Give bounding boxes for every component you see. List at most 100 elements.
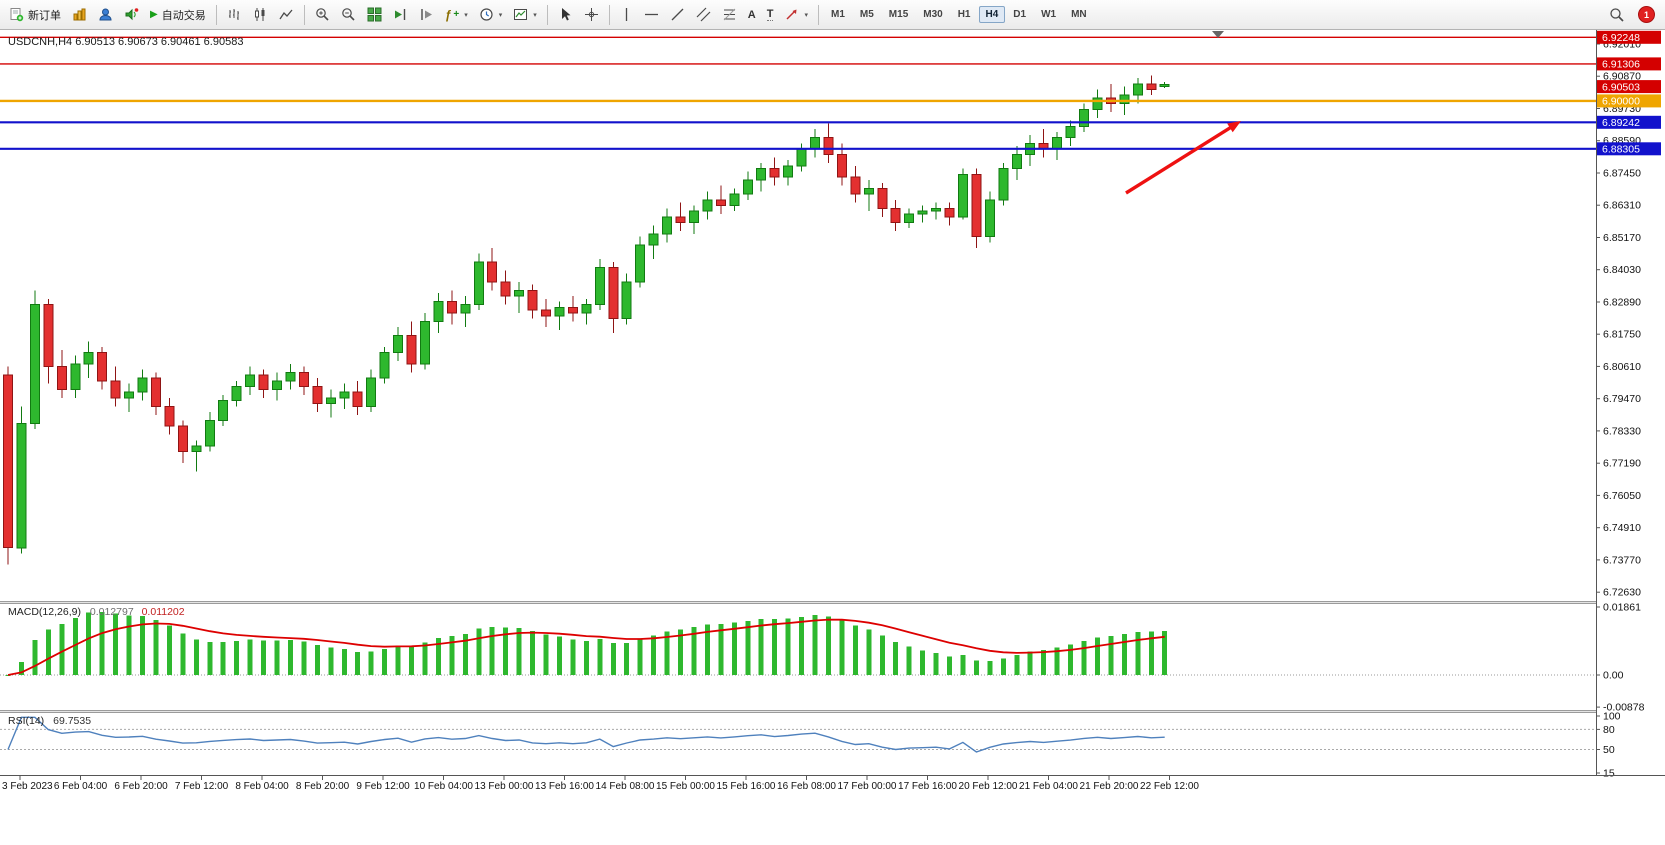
line-chart-button[interactable] — [274, 4, 299, 25]
svg-text:6.73770: 6.73770 — [1603, 554, 1641, 566]
market-icon — [73, 8, 86, 21]
dropdown-caret: ▾ — [464, 11, 468, 19]
timeframe-m30[interactable]: M30 — [923, 9, 943, 20]
candlestick-chart-button[interactable] — [248, 4, 273, 25]
trend-arrow-head — [1227, 121, 1241, 133]
chart-shift-marker[interactable] — [1212, 31, 1224, 38]
timeframe-d1[interactable]: D1 — [1013, 9, 1027, 20]
new-order-icon — [10, 8, 24, 22]
svg-text:6.89242: 6.89242 — [1602, 117, 1640, 129]
notification-badge[interactable]: 1 — [1638, 6, 1655, 23]
svg-text:6.88305: 6.88305 — [1602, 144, 1640, 156]
rsi-name: RSI(14) — [8, 715, 45, 727]
timeframe-m5[interactable]: M5 — [859, 9, 874, 20]
chart-title: USDCNH,H4 6.90513 6.90673 6.90461 6.9058… — [8, 36, 244, 48]
vertical-line-button[interactable] — [615, 4, 638, 25]
alerts-icon — [125, 8, 139, 21]
bar-chart-icon — [228, 9, 239, 20]
channel-button[interactable] — [691, 4, 716, 25]
community-button[interactable] — [93, 4, 118, 25]
new-order-label: 新订单 — [28, 9, 61, 22]
arrows-button[interactable]: ▾ — [779, 4, 813, 25]
chart-area[interactable]: 6.92010 6.90870 6.89730 6.88590 6.87450 6.863… — [0, 30, 1665, 845]
text-button[interactable]: A — [743, 6, 761, 24]
label-icon: T — [766, 8, 774, 21]
cursor-button[interactable] — [553, 4, 578, 25]
svg-text:6.80610: 6.80610 — [1603, 361, 1641, 373]
dropdown-caret: ▾ — [533, 11, 537, 19]
candlestick-series — [3, 75, 1170, 565]
chart-canvas[interactable]: 6.920106.908706.897306.885906.874506.863… — [0, 30, 1665, 845]
svg-text:6.76050: 6.76050 — [1603, 490, 1641, 502]
fibonacci-button[interactable] — [717, 4, 742, 25]
timeframe-m15[interactable]: M15 — [888, 9, 909, 20]
search-button[interactable] — [1604, 4, 1630, 26]
svg-text:9 Feb 12:00: 9 Feb 12:00 — [356, 781, 410, 792]
svg-text:22 Feb 12:00: 22 Feb 12:00 — [1140, 781, 1199, 792]
svg-text:8 Feb 20:00: 8 Feb 20:00 — [296, 781, 350, 792]
templates-button[interactable]: ▾ — [508, 4, 542, 25]
timeframe-w1[interactable]: W1 — [1041, 9, 1057, 20]
search-icon — [1610, 7, 1624, 22]
tile-windows-button[interactable] — [362, 4, 387, 25]
community-icon — [99, 8, 112, 21]
timeframe-h1[interactable]: H1 — [957, 9, 971, 20]
svg-text:6.90870: 6.90870 — [1603, 71, 1641, 83]
macd-signal-value: 0.011202 — [141, 606, 185, 618]
autotrading-play-icon: ▶ — [150, 9, 158, 20]
rsi-value: 69.7535 — [53, 715, 92, 727]
price-badge — [1597, 57, 1661, 71]
svg-text:0.00: 0.00 — [1603, 670, 1624, 682]
zoom-in-button[interactable] — [310, 4, 335, 25]
svg-text:15 Feb 00:00: 15 Feb 00:00 — [656, 781, 715, 792]
toolbar-separator — [546, 4, 548, 25]
svg-text:15: 15 — [1603, 768, 1615, 780]
zoom-out-button[interactable] — [336, 4, 361, 25]
rsi-label: RSI(14) 69.7535 — [8, 715, 91, 727]
market-button[interactable] — [67, 4, 92, 25]
svg-text:17 Feb 16:00: 17 Feb 16:00 — [898, 781, 957, 792]
timeframe-m1[interactable]: M1 — [830, 9, 845, 20]
indicators-button[interactable]: ƒ + ▾ — [444, 7, 468, 22]
svg-text:20 Feb 12:00: 20 Feb 12:00 — [959, 781, 1018, 792]
chart-shift-button[interactable] — [414, 4, 439, 25]
svg-text:6.78330: 6.78330 — [1603, 425, 1641, 437]
line-chart-icon — [279, 9, 293, 20]
svg-text:6.92248: 6.92248 — [1602, 32, 1640, 44]
dropdown-caret: ▾ — [498, 11, 503, 19]
svg-text:7 Feb 12:00: 7 Feb 12:00 — [175, 781, 229, 792]
crosshair-button[interactable] — [579, 4, 604, 25]
rsi-line — [7, 716, 1165, 753]
macd-histogram — [5, 611, 1168, 676]
arrow-tool-icon — [786, 9, 797, 20]
svg-text:8 Feb 04:00: 8 Feb 04:00 — [235, 781, 289, 792]
autotrading-button[interactable]: ▶ 自动交易 — [145, 4, 211, 26]
svg-text:6 Feb 20:00: 6 Feb 20:00 — [114, 781, 168, 792]
indicators-icon: ƒ — [444, 7, 452, 22]
label-button[interactable]: T — [762, 5, 779, 24]
trend-arrow[interactable] — [1125, 122, 1237, 195]
horizontal-line-button[interactable] — [639, 4, 664, 25]
svg-text:6.85170: 6.85170 — [1603, 232, 1641, 244]
timeframe-mn[interactable]: MN — [1071, 9, 1087, 20]
periods-button[interactable]: ▾ — [474, 4, 508, 25]
price-badge — [1597, 115, 1661, 129]
zoom-out-icon — [341, 8, 355, 21]
svg-text:16 Feb 08:00: 16 Feb 08:00 — [777, 781, 836, 792]
auto-scroll-button[interactable] — [388, 4, 413, 25]
alerts-button[interactable] — [119, 4, 144, 25]
trendline-button[interactable] — [665, 4, 690, 25]
svg-text:14 Feb 08:00: 14 Feb 08:00 — [596, 781, 655, 792]
macd-main-value: 0.012797 — [89, 606, 134, 618]
svg-text:6.74910: 6.74910 — [1603, 522, 1641, 534]
bar-chart-button[interactable] — [222, 4, 247, 25]
template-icon — [514, 9, 528, 20]
svg-text:6.72630: 6.72630 — [1603, 587, 1641, 599]
new-order-button[interactable]: 新订单 — [4, 4, 66, 26]
timeframe-h4[interactable]: H4 — [978, 6, 1006, 23]
svg-text:21 Feb 20:00: 21 Feb 20:00 — [1080, 781, 1139, 792]
channel-icon — [696, 7, 711, 22]
text-icon: A — [747, 8, 756, 21]
dropdown-caret: ▾ — [804, 11, 808, 19]
toolbar-separator — [303, 4, 305, 25]
